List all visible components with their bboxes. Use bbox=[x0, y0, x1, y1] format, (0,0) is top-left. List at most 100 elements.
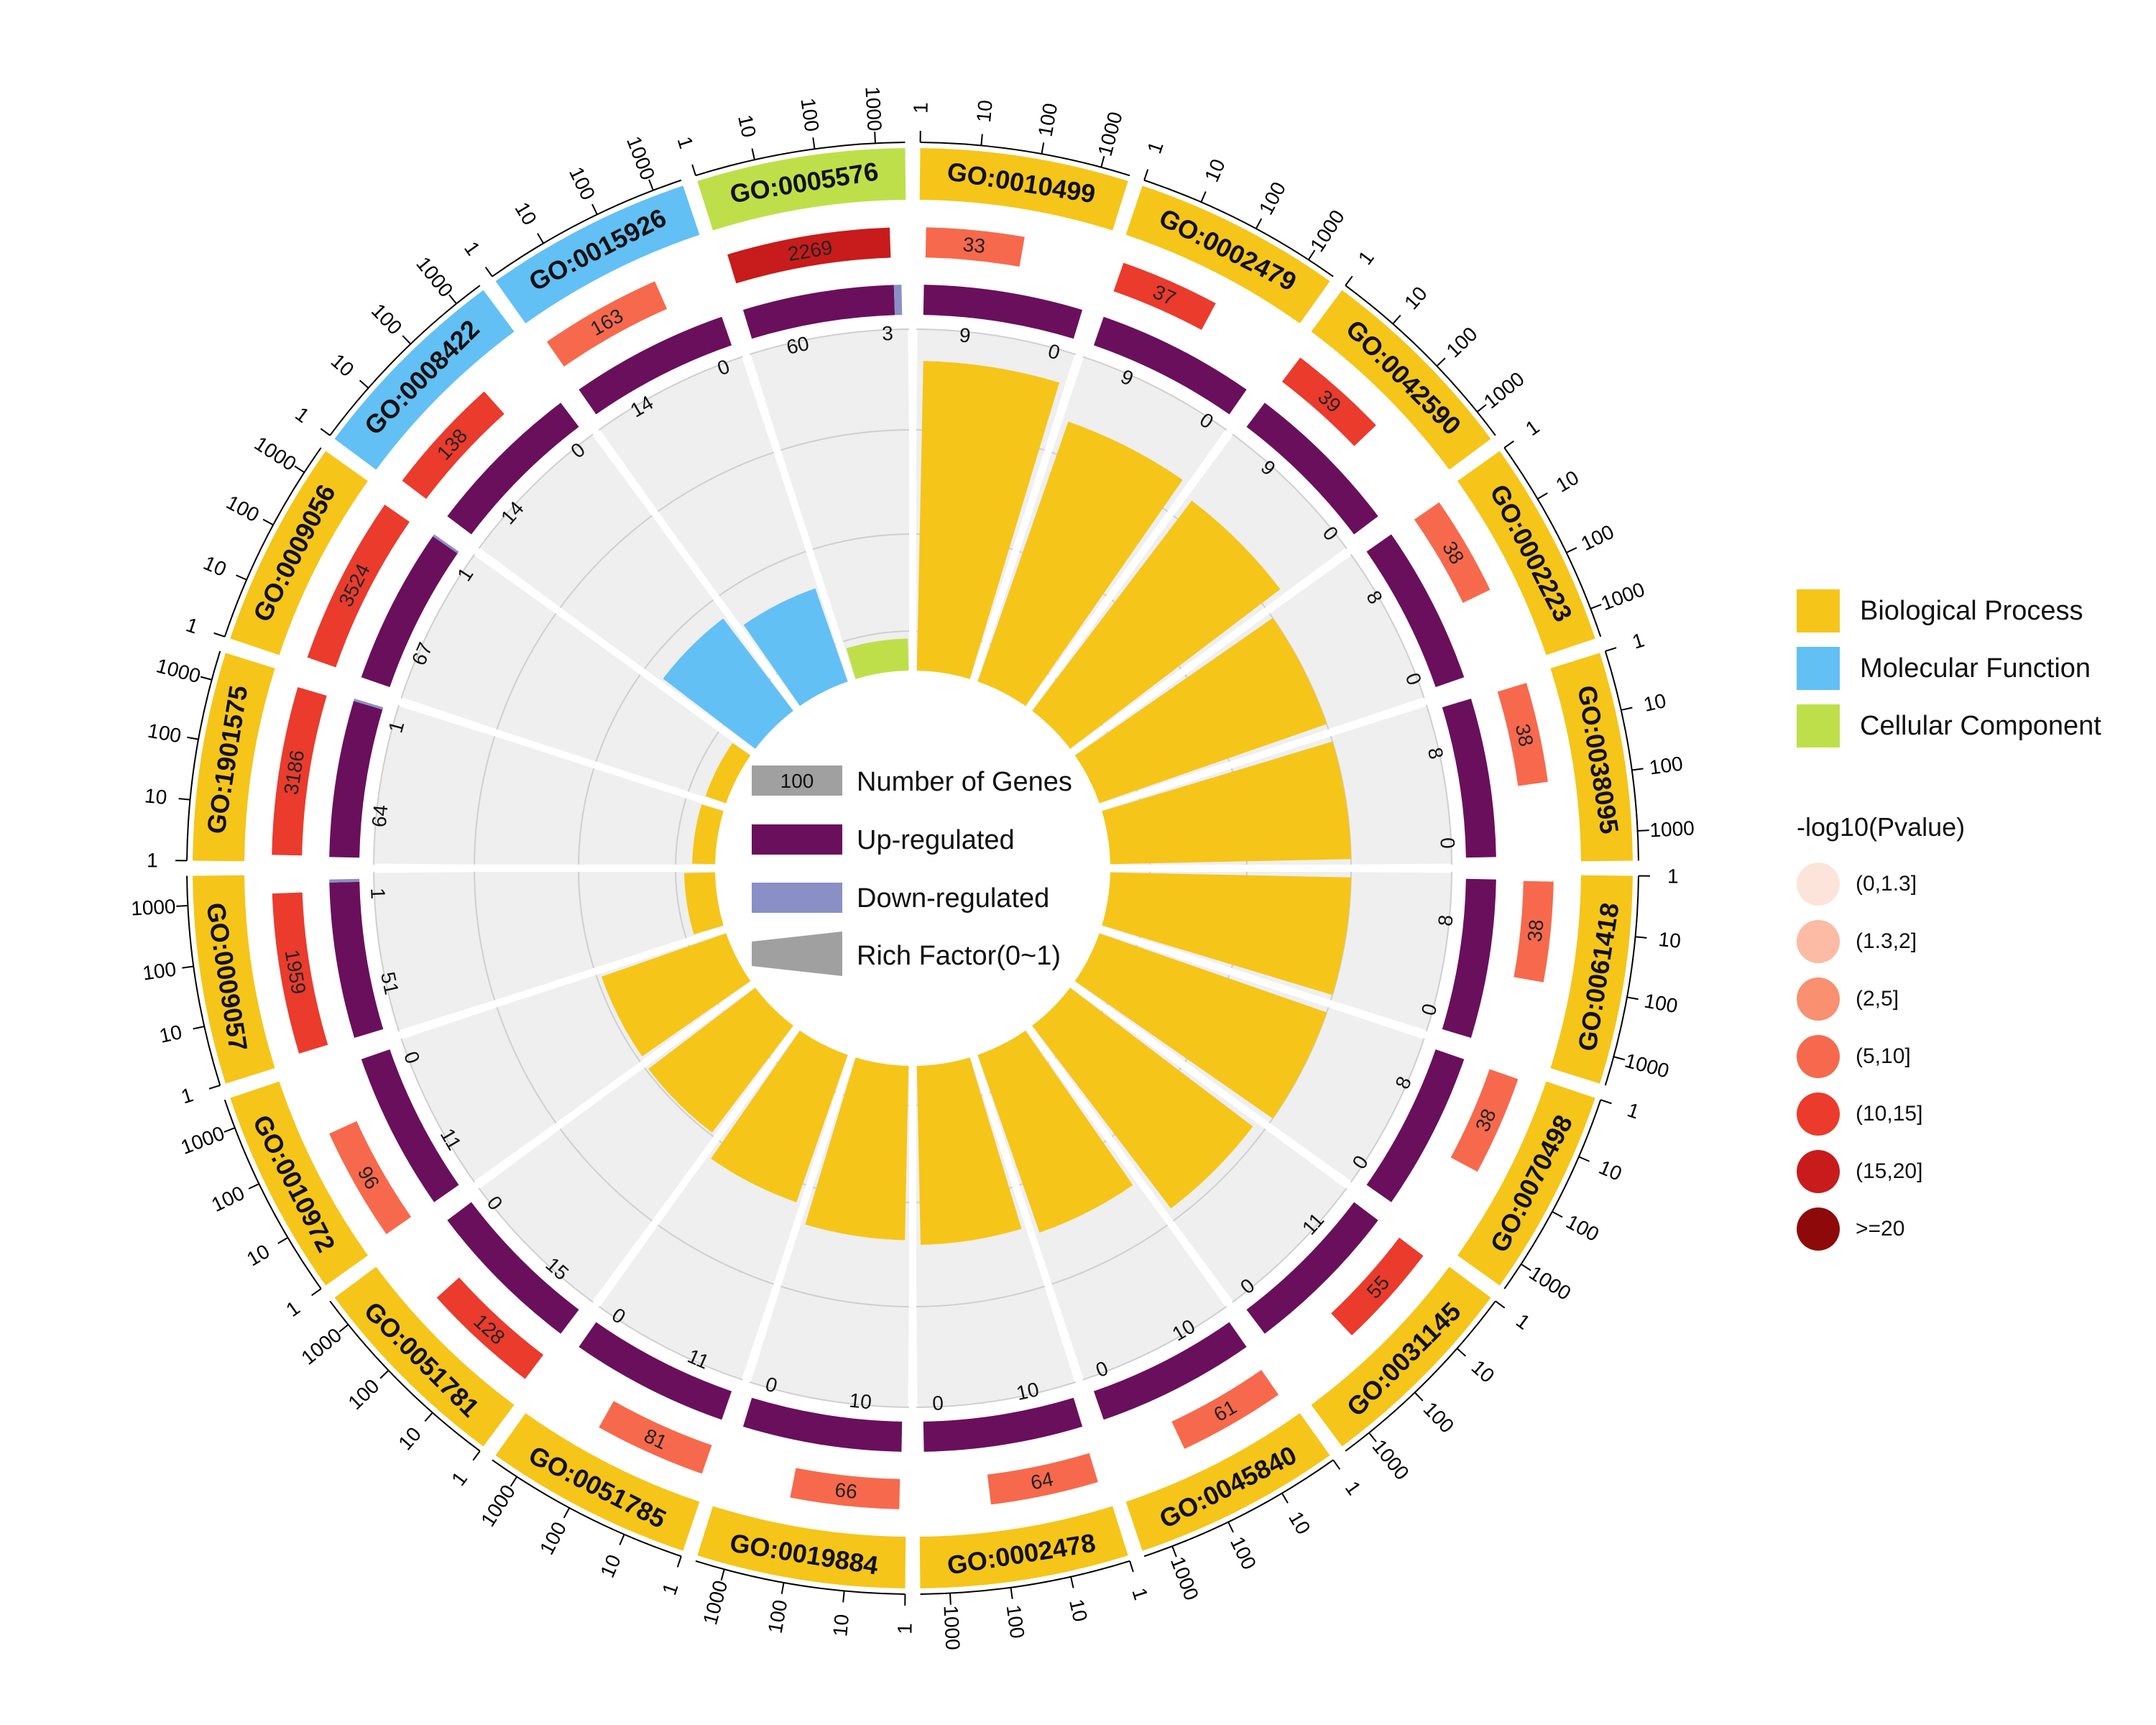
up-regulated-arc bbox=[1366, 1049, 1465, 1202]
axis-tick-label: 100 bbox=[146, 719, 183, 748]
axis-tick bbox=[1537, 492, 1548, 500]
axis-tick-label: 1000 bbox=[297, 1323, 346, 1368]
go-term-arc bbox=[1550, 653, 1633, 862]
pvalue-bin-2: (2,5] bbox=[1797, 978, 1899, 1021]
sector-separator bbox=[397, 926, 727, 1039]
axis-tick bbox=[294, 465, 305, 474]
pvalue-bar bbox=[272, 687, 327, 856]
inner-legend: 100 Number of Genes Up-regulated Down-re… bbox=[752, 765, 1072, 976]
axis-tick-label: 1 bbox=[909, 102, 931, 114]
pvalue-bin-4: (10,15] bbox=[1797, 1092, 1922, 1136]
axis-tick-label: 100 bbox=[1562, 1210, 1603, 1246]
axis-tick bbox=[1503, 440, 1514, 448]
sector-separator bbox=[591, 1026, 800, 1308]
axis-tick-label: 10 bbox=[1065, 1597, 1092, 1624]
go-term-arc bbox=[334, 1266, 515, 1447]
cc-label: Cellular Component bbox=[1860, 710, 2101, 741]
rich-factor-bar bbox=[692, 804, 724, 865]
rich-factor-bar bbox=[683, 872, 724, 934]
pvalue-bar bbox=[1171, 1369, 1279, 1449]
sector-separator bbox=[1099, 926, 1428, 1039]
axis-tick-label: 1000 bbox=[939, 1605, 964, 1651]
go-term-arc bbox=[1550, 875, 1633, 1084]
background-genes-label: 38 bbox=[1511, 722, 1538, 748]
axis-tick bbox=[359, 380, 369, 389]
axis-tick-label: 1 bbox=[183, 613, 201, 638]
pvalue-bar bbox=[1414, 502, 1491, 603]
axis-tick-label: 1 bbox=[1630, 628, 1647, 653]
up-count-label: 64 bbox=[368, 804, 392, 828]
axis-tick-label: 1000 bbox=[251, 432, 300, 475]
axis-tick bbox=[1129, 1560, 1134, 1573]
go-term-arc bbox=[697, 1506, 906, 1588]
axis-tick-label: 1000 bbox=[1623, 1049, 1672, 1082]
go-term-arc bbox=[495, 1413, 700, 1551]
rich-factor-bar bbox=[1074, 933, 1327, 1119]
axis-tick bbox=[1010, 1587, 1013, 1599]
axis-tick bbox=[1100, 155, 1105, 167]
up-regulated-arc bbox=[1246, 402, 1378, 535]
sector-separator bbox=[742, 353, 855, 682]
pvalue-bin-3: (5,10] bbox=[1797, 1035, 1911, 1078]
pvalue-legend-title: -log10(Pvalue) bbox=[1797, 812, 1966, 842]
rich-factor-background bbox=[374, 870, 724, 1031]
sector-separator bbox=[1099, 697, 1428, 811]
axis-tick bbox=[1227, 1522, 1234, 1533]
axis-tick bbox=[1476, 404, 1487, 413]
up-regulated-arc bbox=[1093, 316, 1247, 415]
axis-tick bbox=[1281, 1492, 1289, 1504]
up-regulated-arc bbox=[361, 536, 458, 688]
pvalue-bin-label: (2,5] bbox=[1856, 987, 1899, 1011]
axis-tick-label: 1000 bbox=[1525, 1261, 1575, 1305]
axis-tick bbox=[1414, 1392, 1424, 1402]
axis-tick bbox=[200, 676, 212, 681]
down-regulated-arc bbox=[433, 534, 459, 554]
pvalue-bar bbox=[1514, 880, 1554, 983]
axis-tick-label: 100 bbox=[367, 299, 407, 339]
rich-factor-bar bbox=[663, 618, 793, 749]
axis-tick bbox=[1626, 996, 1639, 1000]
rich-factor-bar bbox=[743, 588, 848, 707]
axis-tick bbox=[1255, 218, 1263, 229]
axis-arc bbox=[224, 447, 322, 638]
go-term-arc bbox=[1125, 185, 1330, 323]
rich-factor-bar bbox=[916, 361, 1060, 679]
pvalue-bar bbox=[599, 1401, 712, 1474]
up-swatch bbox=[752, 824, 842, 855]
up-regulated-arc bbox=[1442, 878, 1496, 1039]
axis-tick-label: 100 bbox=[1648, 752, 1684, 778]
pvalue-bar bbox=[1281, 357, 1376, 446]
rich-factor-bar bbox=[977, 421, 1183, 707]
axis-arc bbox=[1143, 1459, 1334, 1558]
sector-separator bbox=[591, 428, 800, 711]
axis-tick bbox=[236, 574, 247, 581]
pvalue-dot bbox=[1797, 862, 1840, 906]
axis-tick bbox=[193, 1026, 205, 1030]
axis-tick bbox=[424, 1412, 433, 1422]
axis-tick bbox=[1613, 1056, 1626, 1061]
axis-tick-label: 1 bbox=[1512, 1310, 1534, 1334]
rich-factor-bar bbox=[805, 1057, 909, 1241]
axis-tick bbox=[1307, 249, 1316, 260]
axis-tick bbox=[208, 1085, 221, 1090]
axis-arc bbox=[1345, 285, 1496, 436]
pvalue-bar bbox=[790, 1468, 900, 1509]
sector-separator bbox=[970, 1054, 1084, 1384]
axis-tick-label: 100 bbox=[1577, 520, 1618, 555]
axis-tick bbox=[510, 1476, 518, 1487]
axis-tick bbox=[1637, 829, 1649, 832]
sector-separator bbox=[970, 353, 1084, 682]
sector-separator bbox=[742, 1054, 855, 1384]
rich-factor-bar bbox=[1074, 617, 1327, 804]
axis-tick-label: 1 bbox=[1354, 247, 1378, 269]
axis-tick-label: 10 bbox=[1657, 928, 1682, 952]
up-count-label: 60 bbox=[784, 332, 811, 359]
up-regulated-arc bbox=[742, 1397, 903, 1452]
bp-label: Biological Process bbox=[1860, 595, 2083, 626]
axis-tick-label: 1 bbox=[447, 1468, 471, 1490]
axis-tick bbox=[1521, 1263, 1531, 1271]
rich-factor-bar bbox=[846, 638, 909, 679]
go-term-arc bbox=[495, 185, 700, 323]
axis-tick bbox=[751, 148, 755, 160]
axis-tick bbox=[484, 267, 493, 277]
